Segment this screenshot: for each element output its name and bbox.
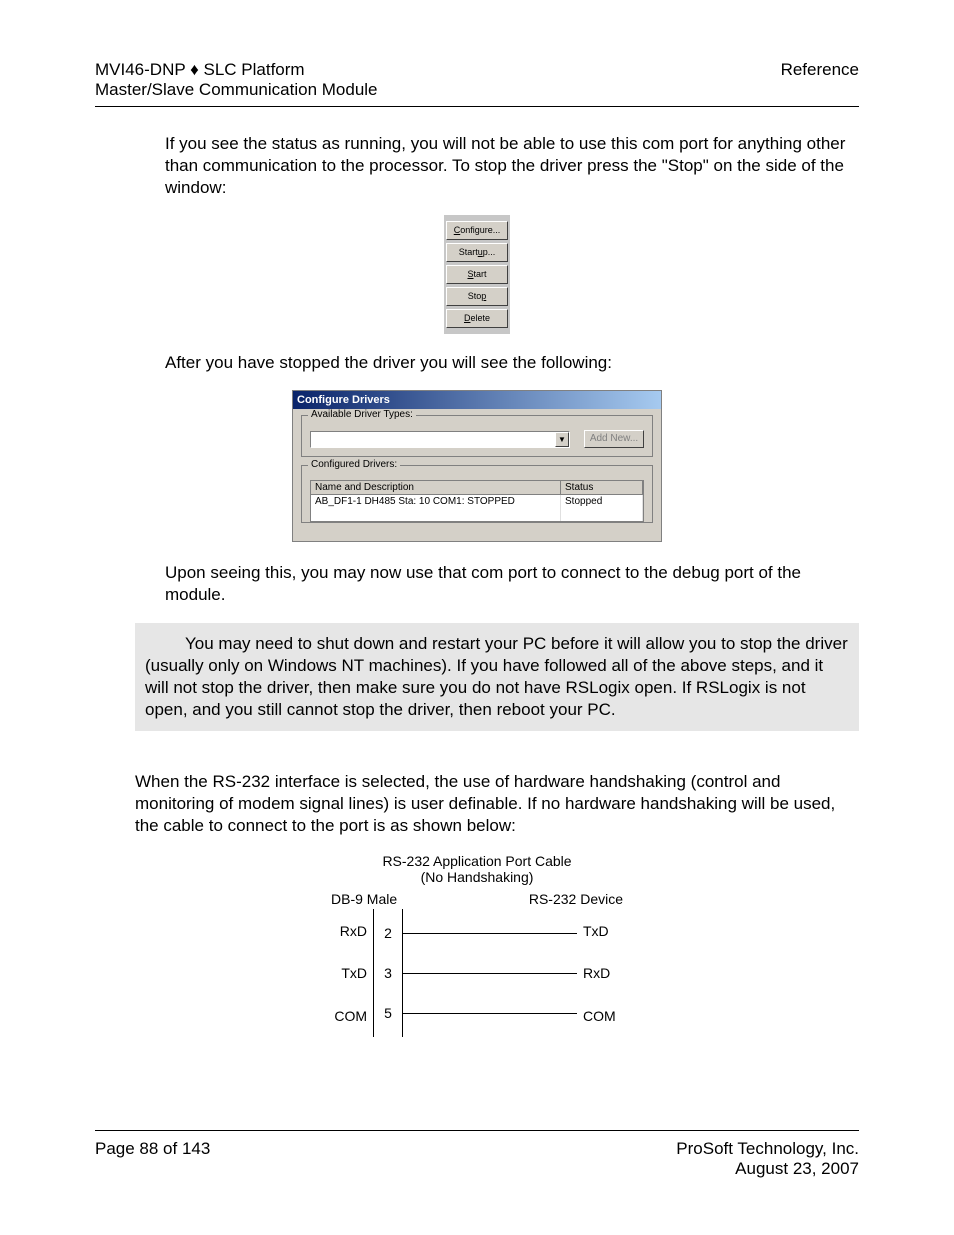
start-label: Start [467, 269, 486, 279]
delete-button[interactable]: Delete [446, 309, 508, 328]
add-new-button: Add New... [584, 430, 644, 448]
footer-date: August 23, 2007 [676, 1159, 859, 1179]
chevron-down-icon[interactable]: ▼ [555, 432, 569, 447]
stop-button[interactable]: Stop [446, 287, 508, 306]
page-number: Page 88 of 143 [95, 1139, 210, 1179]
drivers-grid: Name and Description Status AB_DF1-1 DH4… [310, 480, 644, 522]
paragraph-2: After you have stopped the driver you wi… [165, 352, 859, 374]
paragraph-4: When the RS-232 interface is selected, t… [135, 771, 859, 837]
table-row[interactable]: AB_DF1-1 DH485 Sta: 10 COM1: STOPPED Sto… [311, 495, 643, 508]
company-name: ProSoft Technology, Inc. [676, 1139, 859, 1159]
start-button[interactable]: Start [446, 265, 508, 284]
cable-title-2: (No Handshaking) [327, 869, 627, 885]
db9-label: DB-9 Male [331, 891, 397, 907]
header-subtitle: Master/Slave Communication Module [95, 80, 378, 100]
pin-right-label: TxD [583, 911, 627, 951]
page-footer: Page 88 of 143 ProSoft Technology, Inc. … [95, 1130, 859, 1179]
header-divider [95, 106, 859, 107]
driver-type-combo[interactable]: ▼ [310, 431, 570, 448]
configure-drivers-dialog: Configure Drivers Available Driver Types… [292, 390, 662, 542]
dialog-titlebar: Configure Drivers [293, 391, 661, 409]
col-status-header: Status [561, 481, 643, 495]
pin-right-label: COM [583, 996, 627, 1036]
col-name-header: Name and Description [311, 481, 561, 495]
configured-drivers-group: Configured Drivers: Name and Description… [301, 465, 653, 523]
grid-header: Name and Description Status [311, 481, 643, 495]
pin-left-label: TxD [327, 953, 367, 993]
button-stack: Configure... Startup... Start Stop Delet… [444, 215, 510, 334]
startup-button[interactable]: Startup... [446, 243, 508, 262]
pin-left-label: RxD [327, 911, 367, 951]
configure-label: Configure... [454, 225, 501, 235]
table-row [311, 508, 643, 521]
header-product: MVI46-DNP ♦ SLC Platform [95, 60, 378, 80]
pin-number: 3 [374, 953, 402, 993]
footer-divider [95, 1130, 859, 1131]
cable-title-1: RS-232 Application Port Cable [327, 853, 627, 869]
note-box: You may need to shut down and restart yo… [135, 623, 859, 731]
paragraph-3: Upon seeing this, you may now use that c… [165, 562, 859, 606]
driver-status-cell: Stopped [561, 495, 643, 508]
pin-number: 2 [374, 913, 402, 953]
pin-right-label: RxD [583, 953, 627, 993]
header-left: MVI46-DNP ♦ SLC Platform Master/Slave Co… [95, 60, 378, 100]
configured-drivers-label: Configured Drivers: [308, 459, 400, 470]
driver-name-cell: AB_DF1-1 DH485 Sta: 10 COM1: STOPPED [311, 495, 561, 508]
delete-label: Delete [464, 313, 490, 323]
footer-right: ProSoft Technology, Inc. August 23, 2007 [676, 1139, 859, 1179]
configure-button[interactable]: Configure... [446, 221, 508, 240]
startup-label: Startup... [459, 247, 496, 257]
pin-left-label: COM [327, 996, 367, 1036]
page-header: MVI46-DNP ♦ SLC Platform Master/Slave Co… [95, 60, 859, 100]
pin-number: 5 [374, 993, 402, 1033]
note-text: You may need to shut down and restart yo… [145, 633, 849, 721]
rs232-device-label: RS-232 Device [529, 891, 623, 907]
header-right: Reference [781, 60, 859, 80]
available-driver-types-label: Available Driver Types: [308, 409, 416, 420]
stop-label: Stop [468, 291, 487, 301]
cable-diagram: RS-232 Application Port Cable (No Handsh… [327, 853, 627, 1037]
available-driver-types-group: Available Driver Types: ▼ Add New... [301, 415, 653, 457]
paragraph-1: If you see the status as running, you wi… [165, 133, 859, 199]
